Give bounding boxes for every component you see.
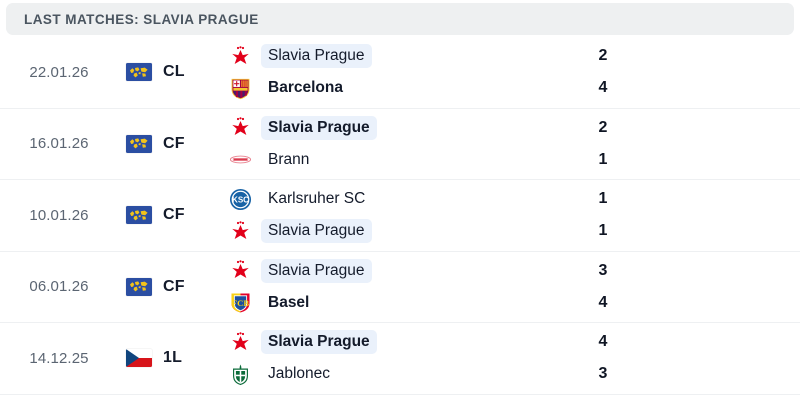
teams-cell: Slavia Prague Barcelona bbox=[218, 44, 528, 100]
slavia-prague-logo bbox=[228, 259, 252, 283]
world-flag-icon bbox=[126, 134, 152, 153]
brann-logo bbox=[228, 148, 252, 172]
teams-cell: Karlsruher SC Slavia Prague bbox=[218, 187, 528, 244]
teams-cell: Slavia Prague Basel bbox=[218, 258, 528, 315]
team-line-home[interactable]: Slavia Prague bbox=[228, 258, 528, 283]
match-row[interactable]: 22.01.26 CL Slavia Prague Barcelona 2 4 bbox=[0, 37, 800, 109]
score-home: 2 bbox=[598, 47, 608, 65]
karlsruher-sc-logo bbox=[228, 187, 252, 211]
world-flag-icon bbox=[126, 63, 152, 82]
team-line-away[interactable]: Basel bbox=[228, 291, 528, 315]
competition-cell[interactable]: CF bbox=[118, 277, 218, 296]
score-home: 1 bbox=[598, 190, 608, 208]
match-list: 22.01.26 CL Slavia Prague Barcelona 2 4 16.01.… bbox=[0, 37, 800, 395]
last-matches-panel: LAST MATCHES: SLAVIA PRAGUE 22.01.26 CL Sl… bbox=[0, 3, 800, 403]
match-row[interactable]: 06.01.26 CF Slavia Prague Basel 3 4 bbox=[0, 252, 800, 323]
team-name-away[interactable]: Slavia Prague bbox=[261, 219, 372, 244]
score-home: 3 bbox=[598, 261, 608, 279]
basel-logo bbox=[228, 291, 252, 315]
match-date: 14.12.25 bbox=[29, 349, 89, 367]
teams-cell: Slavia Prague Brann bbox=[218, 115, 528, 172]
slavia-prague-logo bbox=[228, 330, 252, 354]
score-away: 3 bbox=[598, 365, 608, 383]
team-name-home[interactable]: Slavia Prague bbox=[261, 115, 377, 140]
competition-code: 1L bbox=[163, 349, 183, 367]
match-date: 06.01.26 bbox=[29, 278, 89, 296]
world-flag-icon bbox=[126, 277, 152, 296]
competition-code: CF bbox=[163, 134, 185, 152]
team-line-home[interactable]: Slavia Prague bbox=[228, 44, 528, 69]
team-line-home[interactable]: Slavia Prague bbox=[228, 330, 528, 355]
competition-code: CF bbox=[163, 277, 185, 295]
panel-header: LAST MATCHES: SLAVIA PRAGUE bbox=[6, 3, 794, 35]
team-line-home[interactable]: Slavia Prague bbox=[228, 115, 528, 140]
team-name-away[interactable]: Barcelona bbox=[268, 79, 343, 97]
match-row[interactable]: 14.12.25 1L Slavia Prague Jablonec 4 3 bbox=[0, 323, 800, 395]
world-flag-icon bbox=[126, 206, 152, 225]
match-date: 16.01.26 bbox=[29, 135, 89, 153]
team-line-away[interactable]: Jablonec bbox=[228, 362, 528, 386]
score-away: 4 bbox=[598, 293, 608, 311]
score-away: 4 bbox=[598, 79, 608, 97]
score-away: 1 bbox=[598, 150, 608, 168]
score-home: 2 bbox=[598, 118, 608, 136]
team-name-away[interactable]: Jablonec bbox=[268, 365, 331, 383]
page-title: LAST MATCHES: SLAVIA PRAGUE bbox=[24, 11, 259, 27]
barcelona-logo bbox=[228, 76, 252, 100]
score-away: 1 bbox=[598, 222, 608, 240]
team-line-away[interactable]: Brann bbox=[228, 148, 528, 172]
jablonec-logo bbox=[228, 362, 252, 386]
team-name-away[interactable]: Brann bbox=[268, 150, 310, 168]
team-name-home[interactable]: Slavia Prague bbox=[261, 330, 377, 355]
competition-cell[interactable]: CL bbox=[118, 63, 218, 82]
match-date: 10.01.26 bbox=[29, 206, 89, 224]
score-home: 4 bbox=[598, 333, 608, 351]
competition-cell[interactable]: CF bbox=[118, 134, 218, 153]
match-row[interactable]: 16.01.26 CF Slavia Prague Brann 2 1 bbox=[0, 109, 800, 180]
czech-flag-icon bbox=[126, 349, 152, 368]
match-row[interactable]: 10.01.26 CF Karlsruher SC Slavia Prague 1 1 bbox=[0, 180, 800, 252]
team-name-away[interactable]: Basel bbox=[268, 293, 310, 311]
teams-cell: Slavia Prague Jablonec bbox=[218, 330, 528, 386]
competition-cell[interactable]: 1L bbox=[118, 349, 218, 368]
match-date: 22.01.26 bbox=[29, 63, 89, 81]
team-name-home[interactable]: Slavia Prague bbox=[261, 258, 372, 283]
competition-code: CF bbox=[163, 206, 185, 224]
slavia-prague-logo bbox=[228, 44, 252, 68]
team-line-away[interactable]: Slavia Prague bbox=[228, 219, 528, 244]
team-line-home[interactable]: Karlsruher SC bbox=[228, 187, 528, 211]
competition-code: CL bbox=[163, 63, 185, 81]
team-name-home[interactable]: Karlsruher SC bbox=[268, 190, 366, 208]
team-line-away[interactable]: Barcelona bbox=[228, 76, 528, 100]
slavia-prague-logo bbox=[228, 116, 252, 140]
team-name-home[interactable]: Slavia Prague bbox=[261, 44, 372, 69]
competition-cell[interactable]: CF bbox=[118, 206, 218, 225]
slavia-prague-logo bbox=[228, 219, 252, 243]
